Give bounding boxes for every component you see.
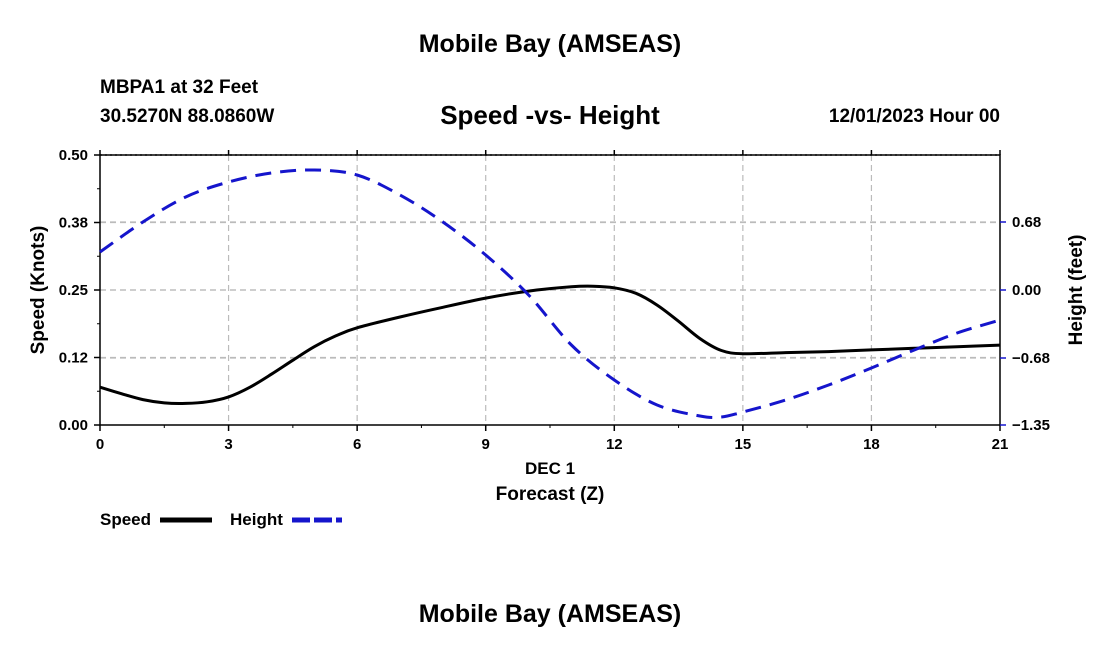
x-tick-label: 12 — [606, 436, 623, 453]
x-tick-label: 21 — [992, 436, 1009, 453]
legend-speed-label: Speed — [100, 510, 151, 529]
right-y-axis-label: Height (feet) — [1066, 235, 1087, 346]
y-left-tick-label: 0.38 — [59, 215, 88, 232]
x-axis-label: Forecast (Z) — [496, 484, 605, 505]
y-right-tick-label: −0.68 — [1012, 350, 1050, 367]
y-right-tick-label: 0.00 — [1012, 282, 1041, 299]
legend-height-label: Height — [230, 510, 283, 529]
footer-title: Mobile Bay (AMSEAS) — [418, 600, 682, 628]
x-tick-label: 15 — [735, 436, 752, 453]
chart-title: Speed -vs- Height — [440, 100, 660, 130]
y-left-tick-label: 0.25 — [59, 282, 88, 299]
main-title: Mobile Bay (AMSEAS) — [418, 30, 682, 58]
x-tick-label: 6 — [353, 436, 361, 453]
x-tick-label: 0 — [96, 436, 104, 453]
y-left-tick-label: 0.12 — [59, 350, 88, 367]
station-label: MBPA1 at 32 Feet — [100, 77, 259, 98]
height-series-line — [99, 168, 1001, 420]
x-tick-label: 18 — [863, 436, 880, 453]
speed-height-chart: 0 3 6 9 12 15 18 21 0.00 0.12 0.25 0.38 0.50 −1.35 −0.… — [28, 147, 1087, 529]
y-left-tick-label: 0.00 — [59, 417, 88, 434]
y-left-tick-label: 0.50 — [59, 147, 88, 164]
left-y-axis-label: Speed (Knots) — [28, 226, 49, 355]
y-right-tick-label: 0.68 — [1012, 214, 1041, 231]
tick-layer: 0 3 6 9 12 15 18 21 0.00 0.12 0.25 0.38 0.50 −1.35 −0.… — [59, 147, 1050, 453]
x-axis-date-label: DEC 1 — [525, 459, 575, 478]
legend: Speed Height — [100, 510, 342, 529]
x-tick-label: 9 — [482, 436, 490, 453]
x-tick-label: 3 — [224, 436, 232, 453]
forecast-date: 12/01/2023 Hour 00 — [828, 106, 1000, 127]
coordinates-label: 30.5270N 88.0860W — [100, 106, 275, 127]
speed-series-line — [99, 284, 1001, 405]
y-right-tick-label: −1.35 — [1012, 417, 1050, 434]
